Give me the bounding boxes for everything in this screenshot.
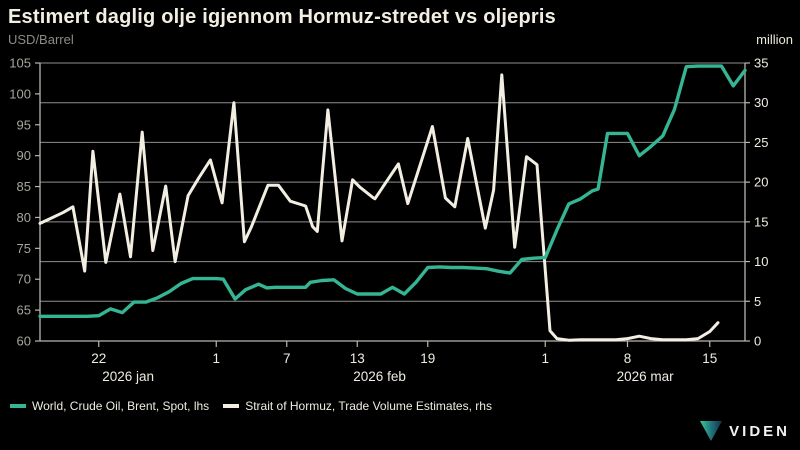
- series-line-brent: [38, 64, 747, 318]
- right-axis-tick-label: 30: [754, 95, 768, 110]
- legend-label-brent: World, Crude Oil, Brent, Spot, lhs: [32, 399, 210, 413]
- right-axis-tick-label: 35: [754, 56, 768, 71]
- left-axis-unit-label: USD/Barrel: [8, 32, 74, 47]
- left-axis-tick-label: 85: [17, 179, 31, 194]
- x-axis-tick-label: 13: [350, 351, 365, 366]
- legend-item-brent: World, Crude Oil, Brent, Spot, lhs: [10, 399, 209, 413]
- right-axis-tick-label: 0: [754, 334, 761, 349]
- left-axis-tick-label: 60: [17, 334, 31, 349]
- series-line-hormuz-volume: [38, 73, 720, 342]
- brent-line-swatch-icon: [10, 404, 26, 408]
- left-axis-tick-label: 100: [9, 86, 31, 101]
- chart-legend: World, Crude Oil, Brent, Spot, lhs Strai…: [10, 399, 506, 413]
- left-axis-tick-label: 65: [17, 303, 31, 318]
- month-label: 2026 feb: [353, 369, 406, 384]
- month-label: 2026 mar: [617, 369, 675, 384]
- right-axis-tick-label: 20: [754, 175, 768, 190]
- viden-triangle-icon: [700, 421, 723, 441]
- viden-logo-text: VIDEN: [729, 422, 790, 440]
- viden-logo: VIDEN: [699, 420, 790, 442]
- legend-item-hormuz: Strait of Hormuz, Trade Volume Estimates…: [223, 399, 492, 413]
- x-axis-tick-label: 1: [541, 351, 549, 366]
- left-axis-tick-label: 90: [17, 148, 31, 163]
- legend-label-hormuz: Strait of Hormuz, Trade Volume Estimates…: [245, 399, 492, 413]
- left-axis-tick-label: 95: [17, 117, 31, 132]
- left-axis-tick-label: 80: [17, 210, 31, 225]
- right-axis-tick-label: 10: [754, 254, 768, 269]
- x-axis-tick-label: 7: [283, 351, 291, 366]
- left-axis-tick-label: 70: [17, 272, 31, 287]
- x-axis-tick-label: 15: [702, 351, 717, 366]
- month-label: 2026 jan: [102, 369, 154, 384]
- right-axis-tick-label: 15: [754, 214, 768, 229]
- hormuz-line-swatch-icon: [223, 404, 240, 408]
- right-axis-unit-label: million: [756, 32, 793, 47]
- right-axis-tick-label: 5: [754, 294, 761, 309]
- x-axis-tick-label: 22: [91, 351, 106, 366]
- x-axis-tick-label: 19: [420, 351, 435, 366]
- x-axis-tick-label: 1: [212, 351, 220, 366]
- left-axis-tick-label: 105: [9, 56, 31, 71]
- chart-title: Estimert daglig olje igjennom Hormuz-str…: [8, 6, 556, 28]
- right-axis-tick-label: 25: [754, 135, 768, 150]
- left-axis-tick-label: 75: [17, 241, 31, 256]
- x-axis-tick-label: 8: [624, 351, 632, 366]
